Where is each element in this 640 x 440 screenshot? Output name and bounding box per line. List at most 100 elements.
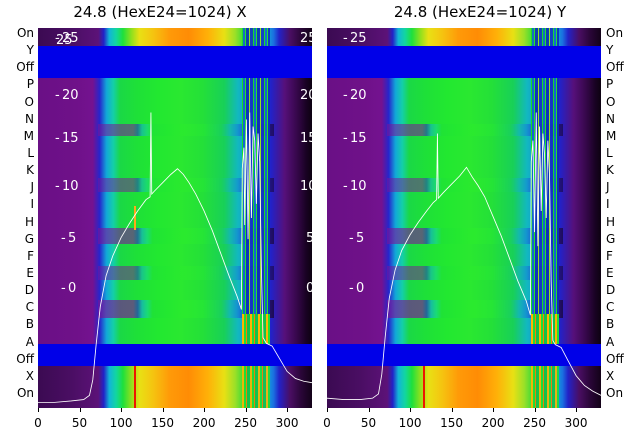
- x-tick-mark: [452, 408, 453, 412]
- x-tick-mark: [287, 408, 288, 412]
- category-tick-left-12: G: [24, 232, 34, 246]
- inner-ytick-dash: -: [55, 131, 60, 146]
- x-tick-label-50: 50: [71, 416, 88, 430]
- inner-ytick-dash: -: [61, 281, 66, 296]
- x-tick-mark: [246, 408, 247, 412]
- x-tick-mark: [535, 408, 536, 412]
- category-tick-left-3: P: [26, 77, 34, 91]
- row-band: [387, 124, 563, 136]
- inner-ytick-dash: -: [349, 281, 354, 296]
- category-tick-right-9: J: [606, 180, 610, 194]
- category-tick-right-3: P: [606, 77, 614, 91]
- category-tick-left-4: O: [24, 95, 34, 109]
- category-tick-right-18: A: [606, 335, 615, 349]
- orange-marker: [133, 206, 136, 230]
- inner-ytick-dash: -: [349, 231, 354, 246]
- category-tick-left-20: X: [25, 369, 34, 383]
- category-tick-right-17: B: [606, 317, 615, 331]
- heatmap-y[interactable]: [327, 28, 601, 408]
- row-band: [98, 228, 274, 244]
- x-tick-label-100: 100: [109, 416, 133, 430]
- inner-ytick-15: 15: [62, 131, 79, 146]
- x-tick-label-300: 300: [275, 416, 299, 430]
- x-tick-mark: [38, 408, 39, 412]
- category-tick-left-2: Off: [16, 60, 34, 74]
- inner-ytick-dash: -: [343, 179, 348, 194]
- x-tick-label-0: 0: [323, 416, 331, 430]
- x-tick-mark: [163, 408, 164, 412]
- row-band: [98, 300, 274, 318]
- category-tick-left-7: L: [27, 146, 34, 160]
- profile-trace-x: [38, 28, 312, 408]
- stripe-cluster-bottom: [242, 366, 270, 408]
- x-tick-label-150: 150: [440, 416, 463, 430]
- inner-ytick-dash: -: [55, 31, 60, 46]
- inner-ytick-dash: -: [61, 231, 66, 246]
- category-tick-left-13: F: [27, 249, 34, 263]
- panel-y: 24.8 (HexE24=1024) Y 25 20 15 10 5 0 - -…: [320, 0, 640, 440]
- inner-ytick-dash: -: [343, 131, 348, 146]
- inner-ytick-right-25: 25: [300, 31, 317, 46]
- category-tick-right-4: O: [606, 95, 616, 109]
- stripe-cluster-top: [242, 28, 270, 46]
- category-tick-left-21: On: [16, 386, 34, 400]
- category-tick-left-11: H: [24, 215, 34, 229]
- row-band: [387, 300, 563, 318]
- inner-ytick-right-10: 10: [300, 179, 317, 194]
- inner-ytick-20: 20: [350, 88, 367, 103]
- category-tick-right-1: Y: [606, 43, 614, 57]
- inner-ytick-25: 25: [62, 31, 79, 46]
- category-tick-right-7: L: [606, 146, 613, 160]
- x-tick-mark: [327, 408, 328, 412]
- heatmap-x[interactable]: 25: [38, 28, 312, 408]
- category-tick-left-10: I: [30, 197, 34, 211]
- x-tick-mark: [576, 408, 577, 412]
- heat-band-bottom: [38, 344, 312, 366]
- panel-x: 24.8 (HexE24=1024) X Dipole 25 25 20 15 …: [38, 3, 317, 408]
- category-tick-right-11: H: [606, 215, 616, 229]
- category-tick-right-21: On: [606, 386, 624, 400]
- x-tick-label-250: 250: [523, 416, 547, 430]
- inner-ytick-dash: -: [343, 88, 348, 103]
- category-tick-right-10: I: [606, 197, 610, 211]
- x-tick-label-200: 200: [481, 416, 505, 430]
- category-tick-left-18: A: [25, 335, 34, 349]
- category-tick-right-6: M: [606, 129, 617, 143]
- heat-band-top: [38, 46, 312, 78]
- row-band: [387, 228, 563, 244]
- inner-ytick-0: 0: [68, 281, 77, 296]
- category-tick-right-19: Off: [606, 352, 624, 366]
- profile-trace-y: [327, 28, 601, 408]
- heat-band-top: [327, 46, 601, 78]
- row-band: [98, 266, 274, 280]
- panel-x-title: 24.8 (HexE24=1024) X: [73, 3, 247, 21]
- inner-ytick: 25: [56, 33, 73, 48]
- heat-band-bottom: [327, 344, 601, 366]
- x-tick-label-100: 100: [398, 416, 422, 430]
- category-tick-left-16: C: [25, 300, 34, 314]
- category-tick-right-0: On: [606, 26, 624, 40]
- x-tick-label-250: 250: [234, 416, 258, 430]
- inner-ytick-5: 5: [68, 231, 77, 246]
- inner-ytick-0: 0: [356, 281, 365, 296]
- category-tick-left-14: E: [26, 266, 34, 280]
- row-band: [387, 266, 563, 280]
- x-tick-mark: [204, 408, 205, 412]
- category-tick-left-1: Y: [26, 43, 34, 57]
- x-tick-label-200: 200: [192, 416, 216, 430]
- category-tick-right-20: X: [606, 369, 615, 383]
- inner-ytick-right-5: 5: [306, 231, 315, 246]
- panel-y-title: 24.8 (HexE24=1024) Y: [393, 3, 567, 21]
- x-tick-label-50: 50: [360, 416, 377, 430]
- category-tick-right-15: D: [606, 283, 616, 297]
- row-band: [387, 178, 563, 192]
- inner-ytick-right-15: 15: [300, 131, 317, 146]
- stripe-cluster-hot: [242, 314, 270, 344]
- inner-ytick-10: 10: [350, 179, 367, 194]
- x-tick-mark: [121, 408, 122, 412]
- category-tick-right-16: C: [606, 300, 615, 314]
- category-tick-left-8: K: [26, 163, 34, 177]
- inner-ytick-25: 25: [350, 31, 367, 46]
- category-tick-left-15: D: [24, 283, 34, 297]
- category-tick-left-6: M: [23, 129, 34, 143]
